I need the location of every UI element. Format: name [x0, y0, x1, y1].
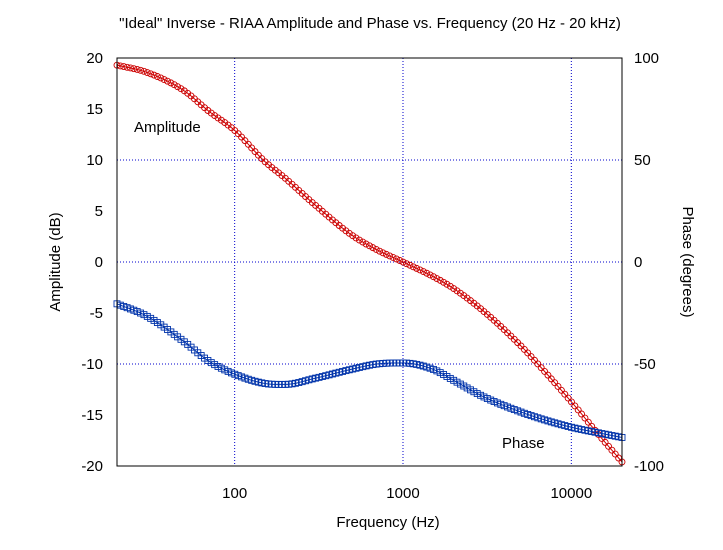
- amplitude-point: [578, 410, 586, 418]
- amplitude-point: [440, 278, 448, 286]
- amplitude-point: [443, 280, 451, 288]
- amplitude-point: [564, 394, 572, 402]
- x-tick-label: 100: [222, 485, 247, 502]
- amplitude-point: [359, 238, 367, 246]
- amplitude-point: [392, 255, 400, 263]
- amplitude-point: [362, 240, 370, 248]
- amplitude-point: [399, 258, 407, 266]
- y-left-tick-label: -15: [81, 407, 103, 424]
- amplitude-point: [433, 275, 441, 282]
- amplitude-point: [170, 81, 178, 89]
- x-tick-label: 1000: [386, 485, 419, 502]
- amplitude-point: [157, 74, 165, 82]
- y-left-tick-label: -20: [81, 458, 103, 475]
- series-amplitude: [113, 61, 626, 466]
- y-left-tick-label: 20: [86, 50, 103, 67]
- y-right-tick-label: -50: [634, 356, 656, 373]
- chart-title: "Ideal" Inverse - RIAA Amplitude and Pha…: [119, 15, 621, 32]
- y-right-tick-label: -100: [634, 458, 664, 475]
- tick-labels: 100 1000 10000100500-50-10020151050-5-10-1…: [81, 50, 664, 502]
- y-left-tick-label: 10: [86, 152, 103, 169]
- y-right-tick-label: 0: [634, 254, 642, 271]
- amplitude-point: [137, 66, 145, 74]
- amplitude-point: [376, 247, 384, 255]
- amplitude-point: [416, 266, 424, 274]
- amplitude-point: [554, 383, 562, 390]
- amplitude-point: [601, 438, 609, 446]
- amplitude-point: [153, 73, 161, 80]
- amplitude-point: [547, 375, 555, 383]
- amplitude-point: [426, 271, 434, 279]
- amplitude-point: [130, 65, 138, 73]
- amplitude-point: [369, 244, 377, 252]
- amplitude-point: [174, 83, 182, 91]
- amplitude-point: [608, 446, 616, 454]
- amplitude-line: [116, 64, 623, 463]
- amplitude-point: [389, 254, 397, 261]
- amplitude-point: [140, 67, 148, 75]
- x-axis-label: Frequency (Hz): [336, 514, 439, 531]
- annotation-amplitude: Amplitude: [134, 119, 201, 136]
- amplitude-point: [557, 386, 565, 394]
- amplitude-point: [419, 268, 427, 276]
- amplitude-point: [584, 418, 592, 426]
- amplitude-point: [150, 71, 158, 79]
- y-left-tick-label: -5: [90, 305, 103, 322]
- amplitude-point: [403, 260, 410, 268]
- amplitude-point: [127, 64, 134, 72]
- amplitude-point: [123, 63, 131, 71]
- amplitude-point: [382, 250, 390, 258]
- amplitude-point: [160, 76, 168, 83]
- amplitude-point: [164, 77, 171, 85]
- amplitude-point: [423, 269, 431, 277]
- amplitude-point: [571, 402, 579, 410]
- amplitude-point: [366, 242, 373, 250]
- y-axis-label-right: Phase (degrees): [679, 207, 696, 318]
- y-left-tick-label: -10: [81, 356, 103, 373]
- amplitude-point: [177, 85, 185, 93]
- amplitude-point: [611, 450, 619, 458]
- amplitude-point: [581, 414, 589, 422]
- amplitude-point: [551, 379, 559, 387]
- amplitude-point: [409, 263, 417, 271]
- amplitude-point: [143, 69, 151, 76]
- y-left-tick-label: 15: [86, 101, 103, 118]
- amplitude-point: [396, 257, 404, 264]
- amplitude-point: [605, 442, 612, 450]
- amplitude-point: [167, 79, 175, 87]
- amplitude-point: [430, 273, 437, 281]
- amplitude-point: [372, 245, 380, 253]
- y-axis-label-left: Amplitude (dB): [47, 212, 64, 311]
- amplitude-point: [147, 70, 155, 78]
- plot-frame: [116, 57, 623, 467]
- amplitude-point: [379, 249, 387, 257]
- amplitude-point: [561, 390, 569, 398]
- amplitude-point: [568, 398, 575, 406]
- amplitude-point: [406, 261, 414, 269]
- y-left-tick-label: 5: [95, 203, 103, 220]
- amplitude-point: [413, 264, 421, 272]
- amplitude-point: [574, 406, 582, 414]
- amplitude-point: [436, 276, 444, 284]
- y-left-tick-label: 0: [95, 254, 103, 271]
- amplitude-point: [446, 282, 454, 290]
- x-tick-label: 10000: [550, 485, 592, 502]
- amplitude-point: [386, 252, 394, 260]
- y-right-tick-label: 100: [634, 50, 659, 67]
- y-right-tick-label: 50: [634, 152, 651, 169]
- amplitude-point: [352, 234, 360, 242]
- annotation-phase: Phase: [502, 435, 545, 452]
- amplitude-point: [133, 66, 141, 73]
- amplitude-point: [120, 63, 128, 71]
- amplitude-point: [544, 371, 552, 379]
- amplitude-point: [355, 236, 363, 244]
